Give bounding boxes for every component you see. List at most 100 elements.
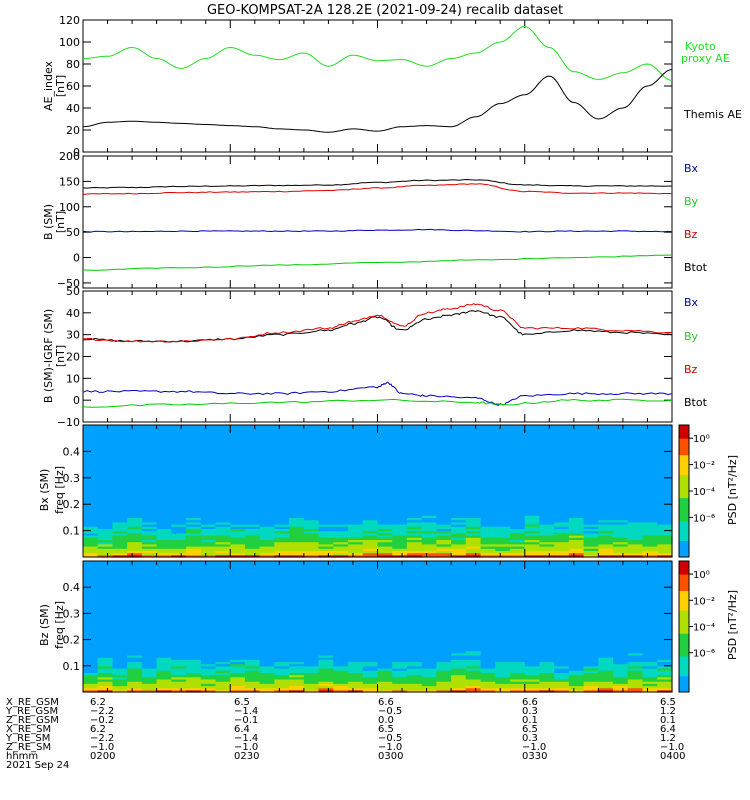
spectrogram-cell <box>465 431 482 435</box>
spectrogram-cell <box>112 661 128 665</box>
spectrogram-cell <box>245 574 261 577</box>
spectrogram-cell <box>451 641 467 645</box>
spectrogram-cell <box>200 484 217 488</box>
spectrogram-cell <box>510 447 526 450</box>
spectrogram-cell <box>568 585 585 588</box>
spectrogram-cell <box>186 535 202 538</box>
spectrogram-cell <box>377 508 393 512</box>
spectrogram-cell <box>171 563 187 566</box>
spectrogram-cell <box>230 491 246 494</box>
spectrogram-cell <box>627 530 644 534</box>
spectrogram-cell <box>333 609 349 612</box>
spectrogram-cell <box>436 506 452 510</box>
spectrogram-cell <box>421 466 437 470</box>
spectrogram-cell <box>97 644 113 647</box>
spectrogram-cell <box>259 648 275 652</box>
spectrogram-cell <box>318 436 334 439</box>
colorbar-cell <box>679 487 689 492</box>
spectrogram-cell <box>510 517 526 521</box>
spectrogram-cell <box>598 574 614 577</box>
spectrogram-cell <box>583 444 599 448</box>
spectrogram-cell <box>451 541 467 545</box>
spectrogram-cell <box>97 639 113 643</box>
spectrogram-cell <box>127 431 143 435</box>
spectrogram-cell <box>156 484 172 488</box>
spectrogram-cell <box>598 622 614 625</box>
spectrogram-cell <box>377 637 393 641</box>
spectrogram-cell <box>303 611 320 614</box>
spectrogram-cell <box>97 440 113 444</box>
spectrogram-cell <box>141 630 158 634</box>
spectrogram-cell <box>539 606 555 610</box>
spectrogram-cell <box>156 661 172 665</box>
spectrogram-cell <box>348 571 364 575</box>
spectrogram-cell <box>127 578 143 582</box>
spectrogram-cell <box>215 663 231 667</box>
spectrogram-cell <box>465 517 482 521</box>
spectrogram-cell <box>554 460 570 463</box>
spectrogram-cell <box>539 427 555 430</box>
spectrogram-cell <box>539 626 555 630</box>
spectrogram-cell <box>583 668 599 671</box>
spectrogram-cell <box>245 626 261 630</box>
spectrogram-cell <box>568 462 585 466</box>
spectrogram-cell <box>495 491 511 494</box>
spectrogram-cell <box>333 488 349 492</box>
spectrogram-cell <box>539 488 555 492</box>
spectrogram-cell <box>480 620 496 623</box>
spectrogram-cell <box>83 589 99 593</box>
spectrogram-cell <box>141 462 158 466</box>
spectrogram-cell <box>112 475 128 479</box>
spectrogram-cell <box>480 497 496 501</box>
spectrogram-cell <box>554 609 570 612</box>
spectrogram-cell <box>436 687 452 691</box>
spectrogram-cell <box>524 455 541 459</box>
spectrogram-cell <box>436 633 452 636</box>
spectrogram-cell <box>289 436 305 439</box>
spectrogram-cell <box>377 674 393 678</box>
spectrogram-cell <box>348 449 364 452</box>
spectrogram-cell <box>421 613 437 617</box>
spectrogram-cell <box>451 580 467 584</box>
spectrogram-cell <box>83 554 99 558</box>
spectrogram-cell <box>539 530 555 534</box>
spectrogram-cell <box>392 630 408 634</box>
spectrogram-cell <box>495 563 511 566</box>
spectrogram-cell <box>200 674 217 678</box>
spectrogram-cell <box>392 502 408 505</box>
spectrogram-cell <box>141 617 158 621</box>
spectrogram-cell <box>200 480 217 483</box>
spectrogram-cell <box>171 497 187 501</box>
spectrogram-cell <box>598 576 614 580</box>
spectrogram-cell <box>186 442 202 446</box>
spectrogram-cell <box>421 499 437 503</box>
spectrogram-cell <box>598 471 614 474</box>
spectrogram-cell <box>215 665 231 669</box>
spectrogram-cell <box>657 438 673 441</box>
spectrogram-cell <box>451 546 467 549</box>
spectrogram-cell <box>186 620 202 623</box>
spectrogram-cell <box>97 431 113 435</box>
spectrogram-cell <box>97 670 113 673</box>
spectrogram-cell <box>510 620 526 623</box>
spectrogram-cell <box>510 593 526 597</box>
spectrogram-cell <box>127 438 143 441</box>
spectrogram-cell <box>215 657 231 660</box>
spectrogram-cell <box>568 571 585 575</box>
spectrogram-cell <box>230 504 246 507</box>
spectrogram-cell <box>406 548 423 551</box>
spectrogram-cell <box>171 517 187 521</box>
spectrogram-cell <box>377 554 393 558</box>
spectrogram-cell <box>495 458 511 461</box>
spectrogram-cell <box>141 508 158 512</box>
spectrogram-cell <box>348 436 364 439</box>
spectrogram-cell <box>156 578 172 582</box>
spectrogram-cell <box>274 543 290 547</box>
spectrogram-cell <box>83 506 99 510</box>
spectrogram-cell <box>245 425 261 428</box>
spectrogram-cell <box>186 447 202 450</box>
spectrogram-cell <box>568 548 585 551</box>
spectrogram-cell <box>642 535 658 538</box>
spectrogram-cell <box>495 674 511 678</box>
spectrogram-cell <box>112 433 128 437</box>
